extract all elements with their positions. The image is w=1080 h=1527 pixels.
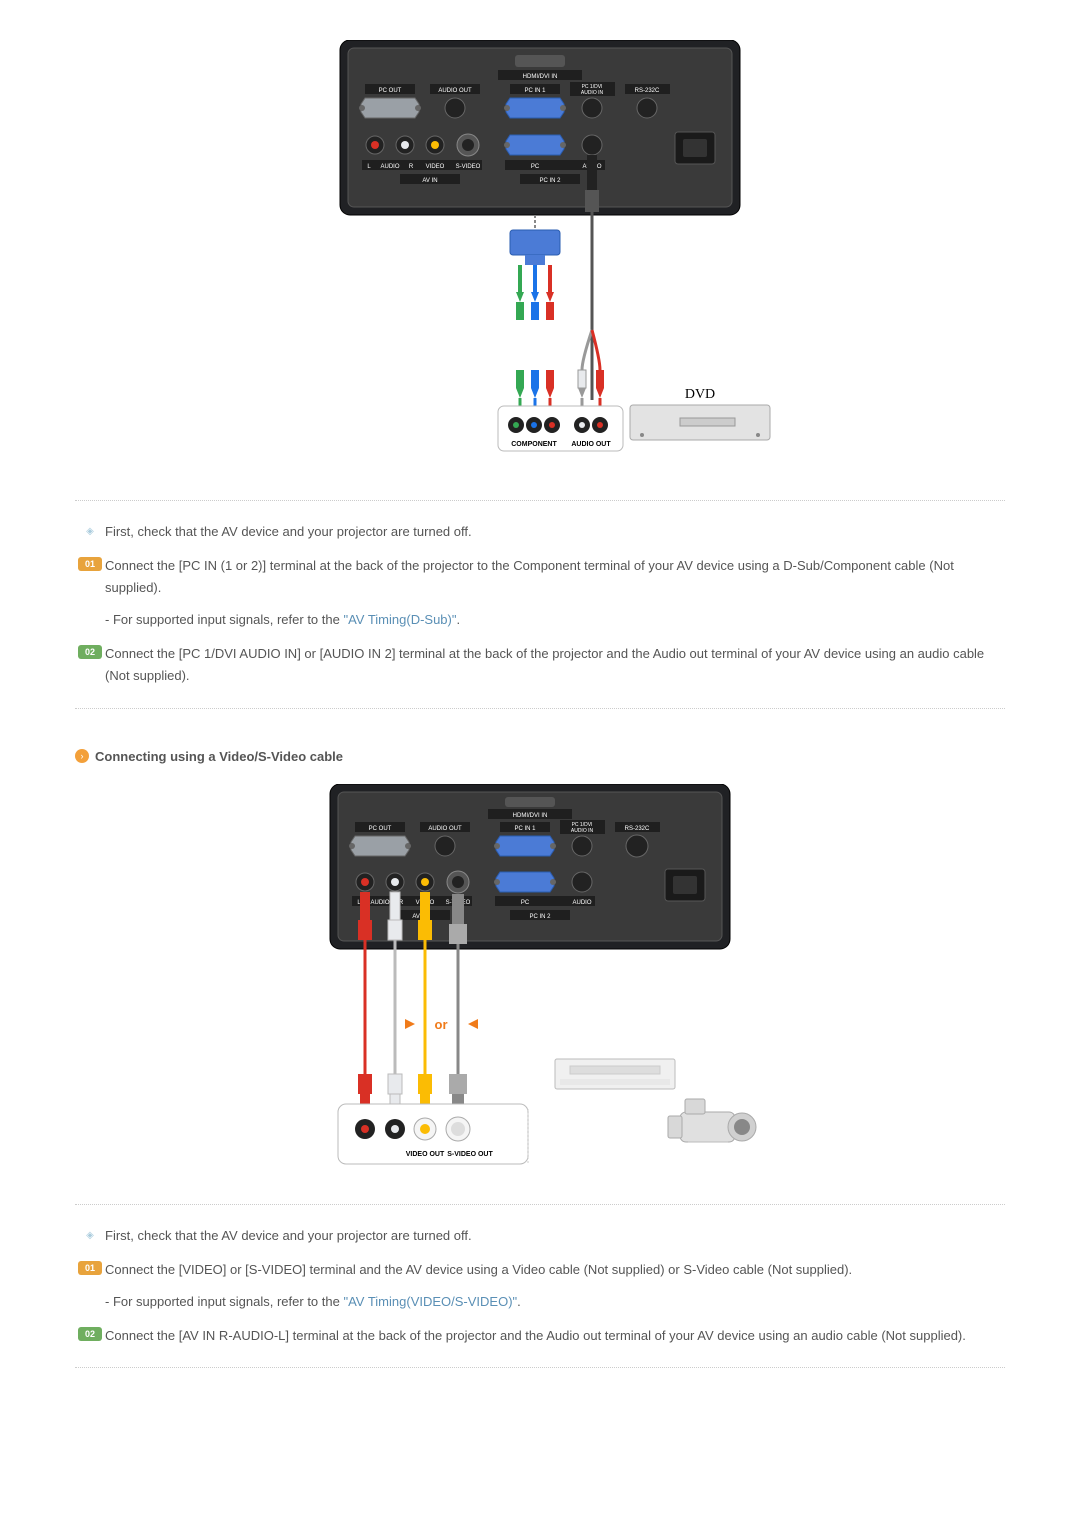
svg-text:VIDEO OUT: VIDEO OUT: [406, 1151, 445, 1158]
page: HDMI/DVI IN PC OUT AUDIO OUT PC IN 1 PC …: [0, 0, 1080, 1488]
svg-text:PC OUT: PC OUT: [379, 88, 402, 94]
section-title-row: › Connecting using a Video/S-Video cable: [75, 749, 1005, 764]
svg-text:AUDIO: AUDIO: [370, 900, 389, 906]
step-02: 02 Connect the [PC 1/DVI AUDIO IN] or [A…: [75, 643, 1005, 687]
svg-text:AUDIO: AUDIO: [380, 164, 399, 170]
svg-text:AUDIO OUT: AUDIO OUT: [438, 88, 472, 94]
svg-text:PC IN 1: PC IN 1: [524, 88, 546, 94]
badge-01: 01: [78, 557, 102, 571]
badge-01: 01: [78, 1261, 102, 1275]
svg-text:AUDIO IN: AUDIO IN: [581, 90, 604, 96]
diagram-video-svideo-svg: HDMI/DVI IN PC OUT AUDIO OUT PC IN 1 PC …: [260, 784, 820, 1174]
diagram-component: HDMI/DVI IN PC OUT AUDIO OUT PC IN 1 PC …: [75, 40, 1005, 470]
step-text: Connect the [PC IN (1 or 2)] terminal at…: [105, 558, 954, 595]
link-av-timing-video[interactable]: "AV Timing(VIDEO/S-VIDEO)": [343, 1294, 517, 1309]
step-01: 01 Connect the [VIDEO] or [S-VIDEO] term…: [75, 1259, 1005, 1313]
svg-text:AV IN: AV IN: [422, 178, 437, 184]
svg-text:PC: PC: [531, 164, 540, 170]
svg-text:AUDIO OUT: AUDIO OUT: [571, 441, 611, 448]
svg-text:PC IN 2: PC IN 2: [529, 914, 551, 920]
divider: [75, 708, 1005, 709]
svg-text:HDMI/DVI IN: HDMI/DVI IN: [513, 813, 548, 819]
step-text: First, check that the AV device and your…: [105, 521, 1005, 543]
svg-text:R: R: [409, 164, 414, 170]
step-01: 01 Connect the [PC IN (1 or 2)] terminal…: [75, 555, 1005, 631]
svg-text:S-VIDEO: S-VIDEO: [456, 164, 481, 170]
diamond-icon: ◈: [86, 1227, 94, 1244]
svg-text:PC: PC: [521, 900, 530, 906]
step-intro: ◈ First, check that the AV device and yo…: [75, 521, 1005, 543]
step-text: Connect the [AV IN R-AUDIO-L] terminal a…: [105, 1325, 1005, 1347]
step-text: Connect the [VIDEO] or [S-VIDEO] termina…: [105, 1262, 852, 1277]
diagram-video-svideo: HDMI/DVI IN PC OUT AUDIO OUT PC IN 1 PC …: [75, 784, 1005, 1174]
arrow-bullet-icon: ›: [75, 749, 89, 763]
svg-text:S-VIDEO OUT: S-VIDEO OUT: [447, 1151, 493, 1158]
diamond-icon: ◈: [86, 523, 94, 540]
svg-text:PC IN 1: PC IN 1: [514, 826, 536, 832]
svg-text:DVD: DVD: [685, 387, 715, 402]
svg-text:AUDIO OUT: AUDIO OUT: [428, 826, 462, 832]
step-02: 02 Connect the [AV IN R-AUDIO-L] termina…: [75, 1325, 1005, 1347]
diagram-component-svg: HDMI/DVI IN PC OUT AUDIO OUT PC IN 1 PC …: [280, 40, 800, 470]
divider: [75, 1204, 1005, 1205]
svg-text:PC IN 2: PC IN 2: [539, 178, 561, 184]
svg-text:AUDIO: AUDIO: [572, 900, 591, 906]
step-intro: ◈ First, check that the AV device and yo…: [75, 1225, 1005, 1247]
svg-text:COMPONENT: COMPONENT: [511, 441, 557, 448]
badge-02: 02: [78, 1327, 102, 1341]
badge-02: 02: [78, 645, 102, 659]
section-title: Connecting using a Video/S-Video cable: [95, 749, 343, 764]
svg-text:or: or: [435, 1017, 448, 1032]
divider: [75, 1367, 1005, 1368]
divider: [75, 500, 1005, 501]
svg-text:AUDIO IN: AUDIO IN: [571, 828, 594, 834]
svg-text:VIDEO: VIDEO: [426, 164, 445, 170]
svg-text:RS-232C: RS-232C: [625, 826, 650, 832]
svg-text:RS-232C: RS-232C: [635, 88, 660, 94]
step-text: Connect the [PC 1/DVI AUDIO IN] or [AUDI…: [105, 643, 1005, 687]
link-av-timing-dsub[interactable]: "AV Timing(D-Sub)": [343, 612, 456, 627]
svg-text:PC OUT: PC OUT: [369, 826, 392, 832]
svg-text:HDMI/DVI IN: HDMI/DVI IN: [523, 74, 558, 80]
step-text: First, check that the AV device and your…: [105, 1225, 1005, 1247]
